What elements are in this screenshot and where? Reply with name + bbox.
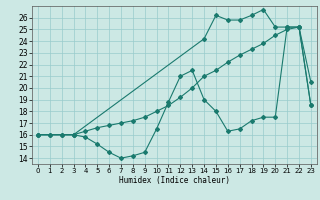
X-axis label: Humidex (Indice chaleur): Humidex (Indice chaleur) xyxy=(119,176,230,185)
